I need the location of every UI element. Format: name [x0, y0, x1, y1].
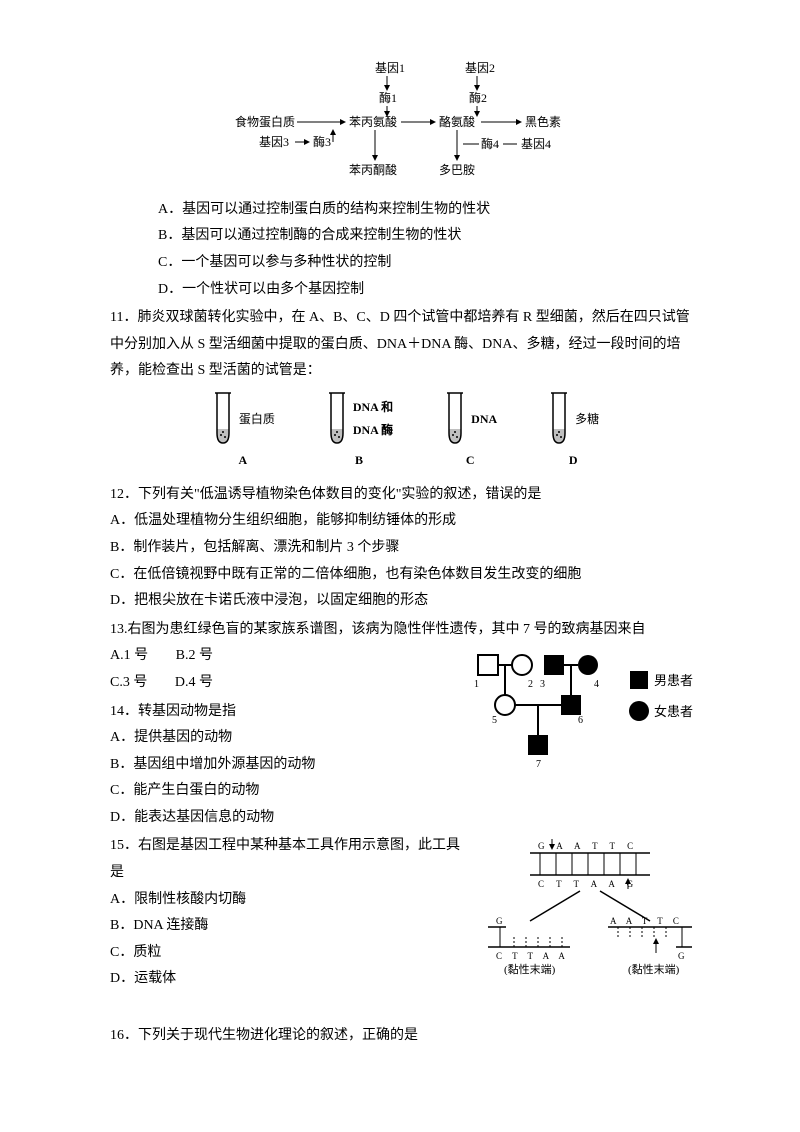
- q10-opt-a: A．基因可以通过控制蛋白质的结构来控制生物的性状: [158, 197, 700, 224]
- svg-text:6: 6: [578, 715, 583, 726]
- q13-stem: 13.右图为患红绿色盲的某家族系谱图，该病为隐性伴性遗传，其中 7 号的致病基因…: [110, 617, 700, 644]
- tyrosine: 酪氨酸: [439, 114, 475, 129]
- gene-diagram-svg: 基因1 基因2 酶1 酶2 食物蛋白质 苯丙氨酸 酪氨酸 黑色素 基因3 酶3 …: [235, 60, 575, 180]
- gene2-label: 基因2: [465, 61, 495, 75]
- enzyme4-label: 酶4: [481, 136, 499, 151]
- svg-text:4: 4: [594, 679, 599, 690]
- gene1-label: 基因1: [375, 61, 405, 75]
- enzyme3-label: 酶3: [313, 134, 331, 149]
- q10-opt-d: D．一个性状可以由多个基因控制: [158, 277, 700, 304]
- gene-pathway-diagram: 基因1 基因2 酶1 酶2 食物蛋白质 苯丙氨酸 酪氨酸 黑色素 基因3 酶3 …: [235, 60, 575, 185]
- svg-text:G: G: [496, 916, 503, 926]
- tube-d-text: 多糖: [575, 408, 599, 431]
- pedigree-figure: 1 2 3 4 5 6 7 男患者 女患者: [470, 647, 700, 788]
- q13-opt-a: A.1 号: [110, 648, 148, 663]
- svg-text:2: 2: [528, 679, 533, 690]
- svg-text:男患者: 男患者: [654, 673, 693, 688]
- q12-opt-d: D．把根尖放在卡诺氏液中浸泡，以固定细胞的形态: [110, 588, 700, 615]
- q10-options: A．基因可以通过控制蛋白质的结构来控制生物的性状 B．基因可以通过控制酶的合成来…: [158, 197, 700, 303]
- tube-d-label: D: [569, 449, 578, 472]
- svg-text:3: 3: [540, 679, 545, 690]
- svg-text:A A T T C: A A T T C: [610, 916, 683, 926]
- tube-a-icon: [211, 391, 235, 447]
- svg-text:(黏性末端): (黏性末端): [504, 962, 556, 975]
- tube-b-text1: DNA 和: [353, 396, 393, 419]
- svg-text:5: 5: [492, 715, 497, 726]
- test-tubes-figure: 蛋白质 A DNA 和 DNA 酶 B DNA C: [110, 391, 700, 472]
- phenylpyruvate: 苯丙酮酸: [349, 162, 397, 177]
- svg-text:女患者: 女患者: [654, 704, 693, 719]
- tube-b-text2: DNA 酶: [353, 419, 393, 442]
- q12-opt-a: A．低温处理植物分生组织细胞，能够抑制纺锤体的形成: [110, 508, 700, 535]
- tube-c-text: DNA: [471, 408, 497, 431]
- gene4-label: 基因4: [521, 137, 551, 151]
- tube-b-icon: [325, 391, 349, 447]
- restriction-enzyme-figure: G A A T T C C T T A A G G C T T A A (黏性末…: [480, 835, 700, 986]
- tube-c-label: C: [466, 449, 475, 472]
- q13-opt-c: C.3 号: [110, 675, 147, 690]
- svg-text:1: 1: [474, 679, 479, 690]
- q12-opt-b: B．制作装片，包括解离、漂洗和制片 3 个步骤: [110, 535, 700, 562]
- q13-opt-d: D.4 号: [175, 675, 213, 690]
- food-protein: 食物蛋白质: [235, 114, 295, 129]
- tube-c-icon: [443, 391, 467, 447]
- svg-text:G: G: [678, 951, 685, 961]
- q12-opt-c: C．在低倍镜视野中既有正常的二倍体细胞，也有染色体数目发生改变的细胞: [110, 562, 700, 589]
- tube-a-label: A: [238, 449, 247, 472]
- melanin: 黑色素: [525, 115, 561, 129]
- q13-opt-b: B.2 号: [176, 648, 213, 663]
- svg-text:C T T A A: C T T A A: [496, 951, 569, 961]
- q11-stem: 11．肺炎双球菌转化实验中，在 A、B、C、D 四个试管中都培养有 R 型细菌，…: [110, 305, 700, 385]
- enzyme1-label: 酶1: [379, 90, 397, 105]
- gene3-label: 基因3: [259, 135, 289, 149]
- tube-b-label: B: [355, 449, 363, 472]
- q12-stem: 12．下列有关"低温诱导植物染色体数目的变化"实验的叙述，错误的是: [110, 482, 700, 509]
- svg-text:(黏性末端): (黏性末端): [628, 962, 680, 975]
- q10-opt-b: B．基因可以通过控制酶的合成来控制生物的性状: [158, 223, 700, 250]
- svg-text:C T T A A G: C T T A A G: [538, 879, 638, 889]
- tube-d-icon: [547, 391, 571, 447]
- phenylalanine: 苯丙氨酸: [349, 114, 397, 129]
- svg-text:7: 7: [536, 759, 541, 770]
- q10-opt-c: C．一个基因可以参与多种性状的控制: [158, 250, 700, 277]
- enzyme2-label: 酶2: [469, 90, 487, 105]
- dopamine: 多巴胺: [439, 163, 475, 177]
- tube-a-text: 蛋白质: [239, 408, 275, 431]
- q16-stem: 16．下列关于现代生物进化理论的叙述，正确的是: [110, 1023, 700, 1050]
- svg-text:G A A T T C: G A A T T C: [538, 841, 638, 851]
- q14-opt-d: D．能表达基因信息的动物: [110, 805, 700, 832]
